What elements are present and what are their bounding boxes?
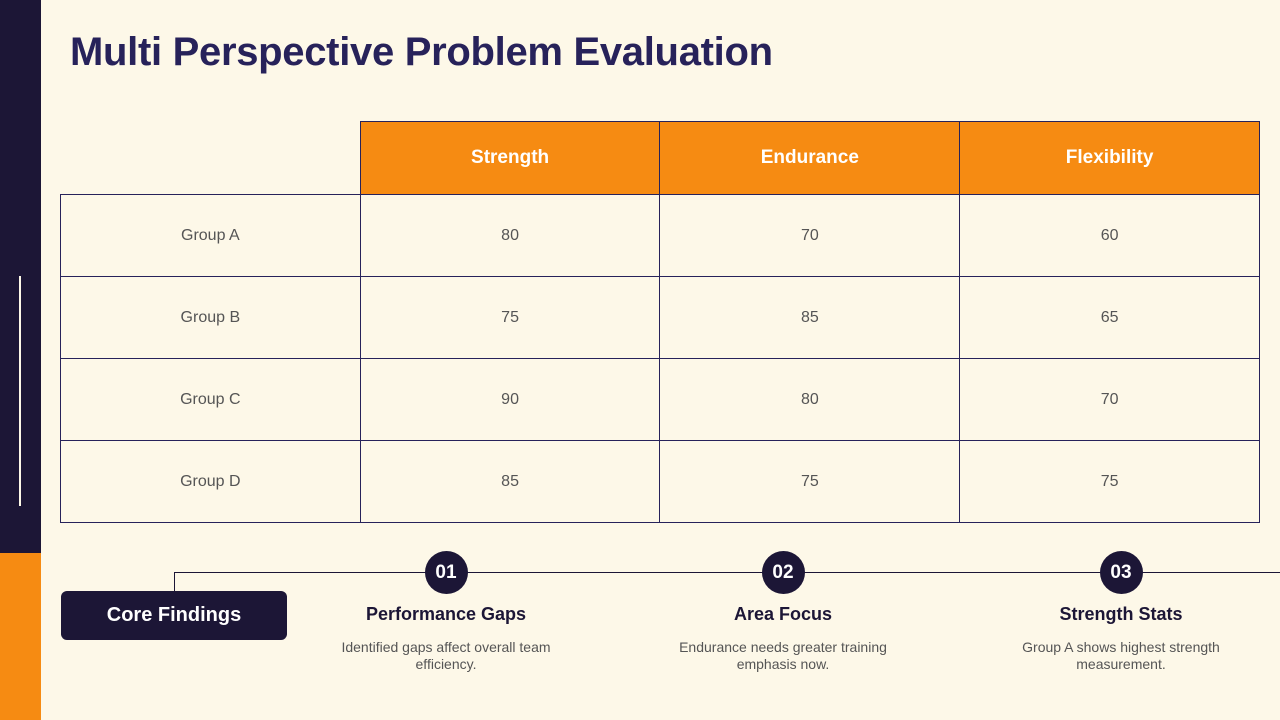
row-label: Group B: [60, 276, 361, 359]
finding-title: Area Focus: [733, 604, 833, 624]
finding-number-badge: 02: [761, 551, 805, 594]
table-cell: 60: [959, 194, 1260, 277]
table-cell: 85: [659, 276, 961, 359]
core-findings-button[interactable]: Core Findings: [61, 591, 287, 640]
table-cell: 70: [659, 194, 961, 277]
table-corner-cell: [60, 121, 361, 195]
table-cell: 90: [359, 358, 661, 441]
table-cell: 75: [359, 276, 661, 359]
finding-title: Strength Stats: [1059, 604, 1183, 624]
table-row: Group A 80 70 60: [60, 194, 1260, 277]
table-cell: 75: [659, 440, 961, 523]
finding-performance-gaps: 01 Performance Gaps Identified gaps affe…: [316, 551, 576, 673]
finding-description: Endurance needs greater training emphasi…: [679, 639, 887, 672]
timeline-connector-drop: [174, 572, 175, 592]
table-cell: 85: [359, 440, 661, 523]
page-title: Multi Perspective Problem Evaluation: [70, 30, 773, 74]
side-bar: [0, 0, 41, 720]
finding-strength-stats: 03 Strength Stats Group A shows highest …: [991, 551, 1251, 673]
side-bar-line-gap: [19, 232, 21, 276]
timeline-connector: [174, 572, 1280, 573]
finding-description: Identified gaps affect overall team effi…: [341, 639, 551, 672]
table-row: Group D 85 75 75: [60, 440, 1260, 523]
finding-title: Performance Gaps: [365, 604, 527, 624]
side-bar-accent: [0, 553, 41, 720]
row-label: Group A: [60, 194, 361, 277]
column-header-flexibility: Flexibility: [959, 121, 1260, 195]
side-bar-line: [19, 232, 21, 506]
row-label: Group D: [60, 440, 361, 523]
finding-description: Group A shows highest strength measureme…: [1022, 639, 1220, 672]
table-cell: 80: [359, 194, 661, 277]
column-header-strength: Strength: [359, 121, 661, 195]
table-header-row: Strength Endurance Flexibility: [60, 121, 1260, 195]
table-cell: 65: [959, 276, 1260, 359]
table-cell: 70: [959, 358, 1260, 441]
comparison-table: Strength Endurance Flexibility Group A 8…: [60, 121, 1260, 523]
finding-area-focus: 02 Area Focus Endurance needs greater tr…: [653, 551, 913, 673]
table-cell: 80: [659, 358, 961, 441]
table-cell: 75: [959, 440, 1260, 523]
row-label: Group C: [60, 358, 361, 441]
table-row: Group B 75 85 65: [60, 276, 1260, 359]
finding-number-badge: 01: [424, 551, 468, 594]
table-row: Group C 90 80 70: [60, 358, 1260, 441]
finding-number-badge: 03: [1099, 551, 1143, 594]
column-header-endurance: Endurance: [659, 121, 961, 195]
